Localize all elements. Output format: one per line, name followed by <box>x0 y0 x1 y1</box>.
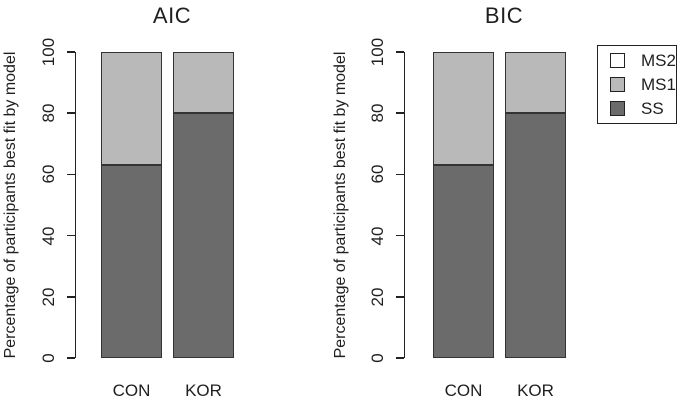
chart-title-bic: BIC <box>484 3 524 28</box>
x-tick-label: KOR <box>185 381 222 400</box>
legend-entry-ms2: MS2 <box>610 52 676 69</box>
chart-title-aic: AIC <box>152 3 192 28</box>
x-tick-label: KOR <box>517 381 554 400</box>
x-tick-label: CON <box>112 381 151 400</box>
legend-label: SS <box>641 99 664 118</box>
bar-segment-ms1 <box>505 52 566 114</box>
y-tick-label: 60 <box>368 164 387 184</box>
bar-segment-ss <box>101 165 162 358</box>
y-tick-label: 0 <box>368 353 387 363</box>
x-tick-label: CON <box>444 381 483 400</box>
y-axis-tick <box>66 51 75 53</box>
legend-swatch-ms2 <box>610 53 625 68</box>
legend-entry-ss: SS <box>610 100 676 117</box>
y-tick-label: 40 <box>368 226 387 246</box>
bar-segment-ss <box>173 113 234 358</box>
y-axis-tick <box>66 173 75 176</box>
y-axis-tick <box>395 173 404 176</box>
y-tick-label: 100 <box>368 37 387 67</box>
y-axis-line <box>74 52 76 358</box>
legend-label: MS1 <box>641 75 676 94</box>
y-axis-label: Percentage of participants best fit by m… <box>332 51 349 359</box>
y-axis-tick <box>395 234 404 237</box>
legend: MS2 MS1 SS <box>597 45 677 124</box>
y-tick-label: 80 <box>368 103 387 123</box>
legend-label: MS2 <box>641 51 676 70</box>
y-tick-label: 20 <box>368 287 387 307</box>
y-axis-tick <box>395 357 404 359</box>
y-axis-tick <box>66 112 75 114</box>
y-axis-tick <box>395 112 404 114</box>
bar-segment-ms1 <box>433 52 494 166</box>
y-axis-line <box>403 52 405 358</box>
y-axis-tick <box>66 234 75 237</box>
legend-swatch-ss <box>610 101 625 116</box>
y-axis-tick <box>66 357 75 359</box>
y-axis-tick <box>395 51 404 53</box>
y-axis-tick <box>66 296 75 298</box>
bar-segment-ms1 <box>173 52 234 114</box>
bar-segment-ms1 <box>101 52 162 166</box>
legend-swatch-ms1 <box>610 77 625 92</box>
legend-entry-ms1: MS1 <box>610 76 676 93</box>
y-axis-tick <box>395 296 404 298</box>
bar-segment-ss <box>505 113 566 358</box>
bar-segment-ss <box>433 165 494 358</box>
